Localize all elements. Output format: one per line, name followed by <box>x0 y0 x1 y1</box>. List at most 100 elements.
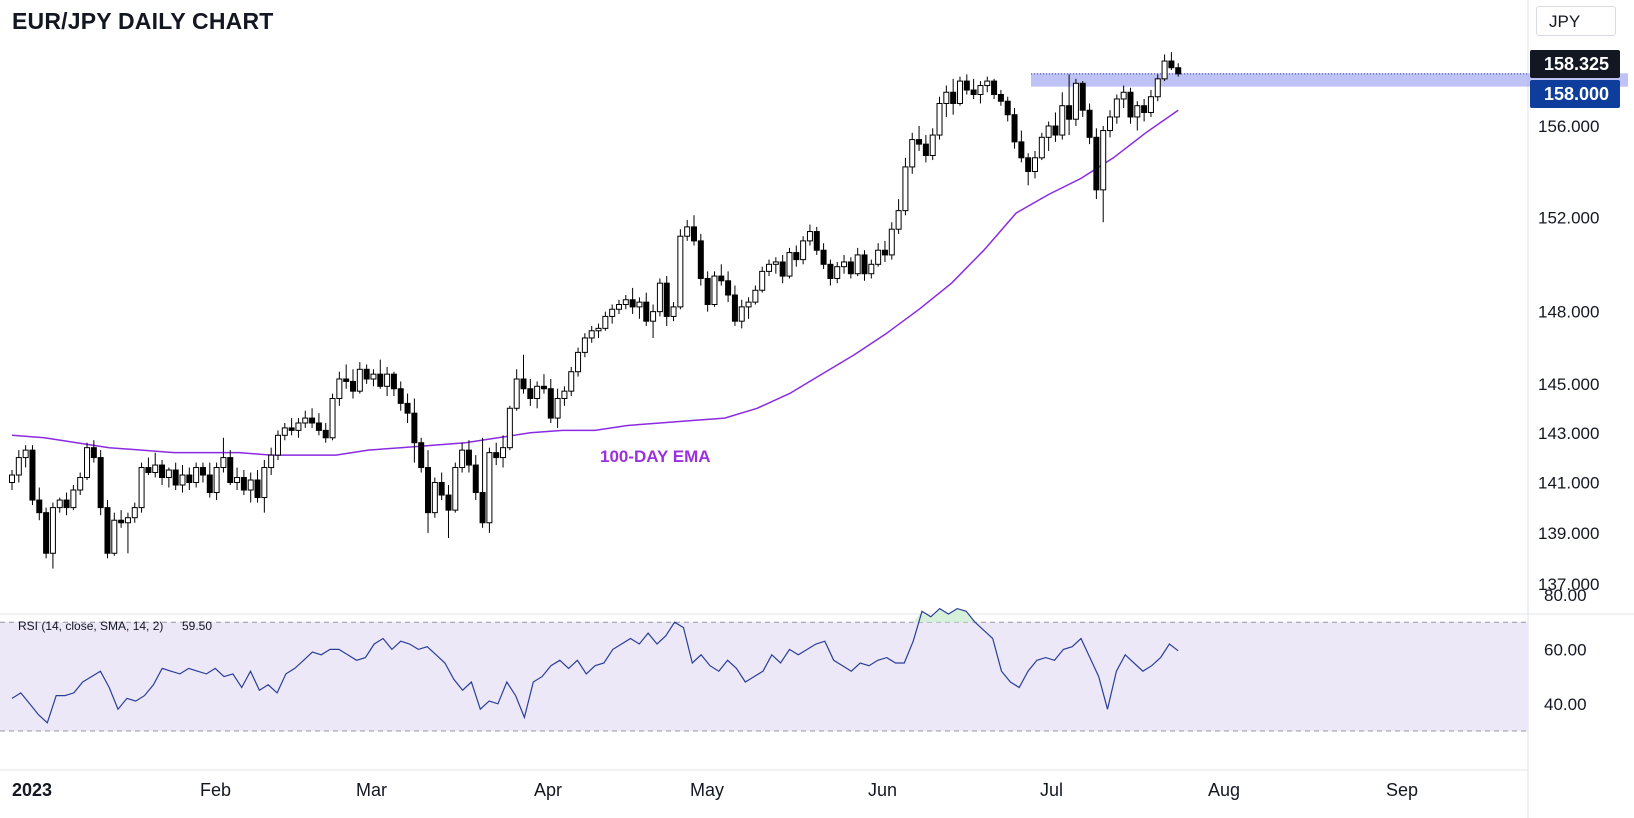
candle-down <box>820 249 827 265</box>
rsi-current-value: 59.50 <box>182 619 212 633</box>
candle-down <box>145 467 152 474</box>
chart-title: EUR/JPY DAILY CHART <box>12 8 274 34</box>
candle-up <box>841 261 848 268</box>
rsi-tick-label: 60.00 <box>1544 640 1587 659</box>
candle-up <box>356 368 363 392</box>
candle-up <box>111 519 118 554</box>
candle-up <box>213 467 220 494</box>
candle-down <box>1093 136 1100 191</box>
candle-down <box>390 373 397 390</box>
rsi-series <box>11 607 1179 724</box>
candle-down <box>520 378 527 390</box>
candle-down <box>479 492 486 524</box>
candle-down <box>725 280 732 296</box>
rsi-band <box>0 622 1528 731</box>
candle-down <box>445 494 452 511</box>
rsi-title: RSI (14, close, SMA, 14, 2) <box>18 619 163 633</box>
candle-down <box>779 261 786 277</box>
candle-down <box>540 385 547 390</box>
candle-up <box>77 477 84 491</box>
candle-down <box>970 89 977 95</box>
candle-up <box>513 378 520 409</box>
candle-down <box>718 275 725 282</box>
candle-up <box>500 447 507 459</box>
candle-down <box>847 261 854 275</box>
candle-down <box>63 499 70 509</box>
candle-up <box>868 263 875 275</box>
candle-up <box>234 477 241 484</box>
candle-up <box>581 337 588 353</box>
candle-up <box>1032 157 1038 173</box>
candle-up <box>1045 125 1052 138</box>
candle-up <box>561 390 568 399</box>
candle-up <box>800 240 807 261</box>
candle-down <box>493 452 500 459</box>
candle-up <box>936 102 943 136</box>
candle-down <box>1079 82 1086 111</box>
candle-up <box>943 91 950 104</box>
candle-up <box>984 80 991 87</box>
candle-up <box>772 261 779 265</box>
candle-down <box>397 388 404 404</box>
candle-down <box>350 380 356 392</box>
candle-down <box>206 474 213 494</box>
candle-up <box>588 330 595 339</box>
rsi-overbought-fill <box>957 608 967 623</box>
rsi-overbought-fill <box>948 608 958 623</box>
candle-up <box>336 378 343 399</box>
candle-up <box>22 449 29 459</box>
candle-up <box>766 263 773 272</box>
candle-up <box>261 467 268 499</box>
candle-up <box>220 457 227 469</box>
candle-up <box>909 139 916 168</box>
candle-up <box>759 270 766 291</box>
candle-down <box>991 80 998 95</box>
candle-up <box>15 457 22 476</box>
candle-up <box>575 351 582 373</box>
price-tick-label: 156.000 <box>1538 117 1599 136</box>
candle-up <box>124 517 131 524</box>
last-price-badge <box>1530 50 1620 78</box>
candle-up <box>956 80 963 104</box>
candle-up <box>247 479 254 491</box>
candle-down <box>363 368 370 380</box>
candle-up <box>165 469 172 479</box>
candle-up <box>131 507 138 519</box>
candle-down <box>813 231 820 251</box>
candle-down <box>1004 100 1011 116</box>
candle-up <box>1161 60 1168 80</box>
candle-up <box>9 474 15 484</box>
candle-up <box>268 454 275 469</box>
time-tick-label: Aug <box>1208 780 1240 800</box>
resistance-price-badge <box>1530 80 1620 108</box>
candle-down <box>629 299 636 308</box>
candle-up <box>602 315 609 329</box>
candle-down <box>1086 109 1093 138</box>
candle-down <box>643 301 650 322</box>
candle-down <box>691 226 697 242</box>
candle-down <box>465 449 472 466</box>
candle-down <box>186 474 193 484</box>
candle-down <box>1141 105 1148 113</box>
candle-up <box>295 422 302 431</box>
candle-down <box>199 467 206 476</box>
candle-up <box>84 447 91 479</box>
candle-down <box>527 388 534 399</box>
time-axis: 2023 Feb Mar Apr May Jun Jul Aug Sep <box>12 780 1418 800</box>
time-tick-label: Jun <box>868 780 897 800</box>
candle-down <box>731 294 738 322</box>
candle-up <box>274 434 281 456</box>
resistance-zone <box>1031 73 1628 87</box>
candle-down <box>411 412 418 444</box>
candle-up <box>459 449 466 469</box>
candle-down <box>29 449 36 501</box>
price-tick-label: 141.000 <box>1538 474 1599 493</box>
candle-down <box>315 422 322 431</box>
candle-down <box>922 143 929 157</box>
candle-up <box>854 254 861 275</box>
candle-down <box>950 91 957 104</box>
candle-up <box>636 301 643 308</box>
currency-selector[interactable]: JPY <box>1536 6 1616 36</box>
candle-down <box>827 263 834 279</box>
